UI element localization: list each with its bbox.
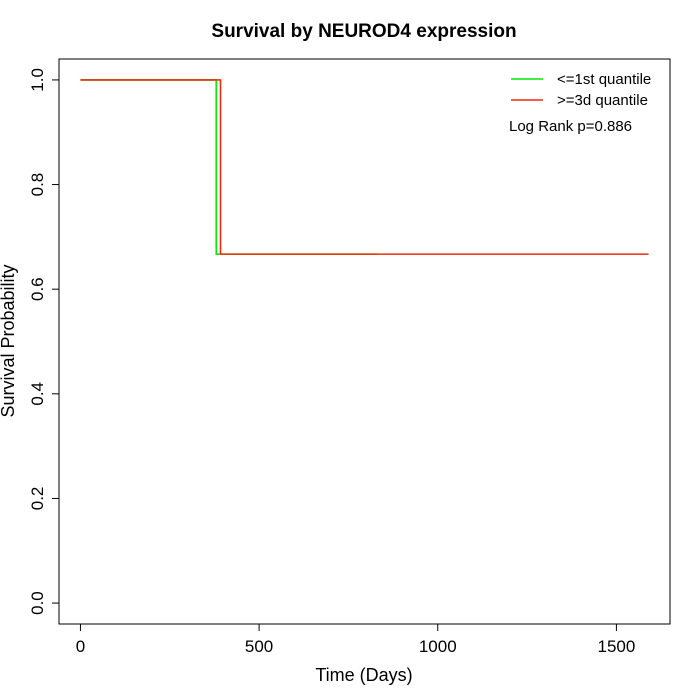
- legend-label: >=3d quantile: [557, 92, 648, 109]
- x-axis: 0 500 1000 1500: [76, 623, 635, 656]
- y-tick-label: 0.0: [28, 591, 47, 615]
- y-tick-label: 0.6: [28, 277, 47, 301]
- log-rank-annotation: Log Rank p=0.886: [509, 118, 632, 135]
- y-tick-label: 0.4: [28, 382, 47, 406]
- chart-title: Survival by NEUROD4 expression: [211, 21, 516, 42]
- y-axis: 0.0 0.2 0.4 0.6 0.8 1.0: [28, 68, 60, 615]
- x-tick-label: 500: [245, 637, 273, 656]
- y-axis-label: Survival Probability: [0, 264, 18, 417]
- legend: <=1st quantile >=3d quantile: [511, 71, 651, 109]
- y-tick-label: 0.2: [28, 487, 47, 511]
- legend-label: <=1st quantile: [557, 71, 651, 88]
- y-tick-label: 0.8: [28, 173, 47, 197]
- x-tick-label: 1500: [597, 637, 635, 656]
- x-tick-label: 1000: [419, 637, 457, 656]
- series-layer: [80, 79, 649, 255]
- series-line-2: [80, 79, 649, 255]
- x-axis-label: Time (Days): [315, 665, 412, 685]
- y-tick-label: 1.0: [28, 68, 47, 92]
- x-tick-label: 0: [76, 637, 85, 656]
